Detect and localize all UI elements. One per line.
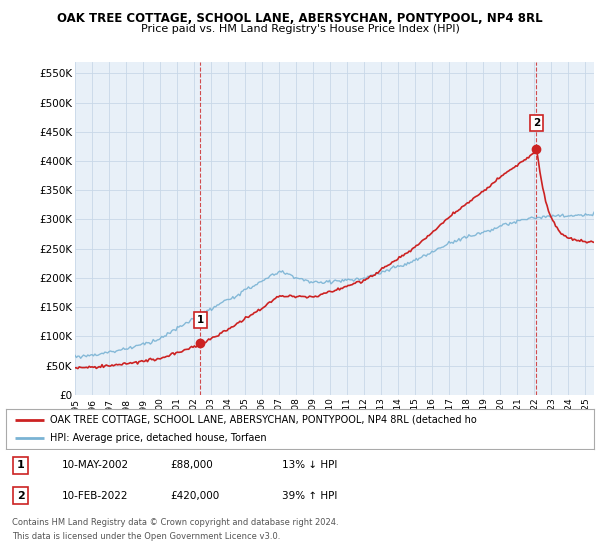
Text: Price paid vs. HM Land Registry's House Price Index (HPI): Price paid vs. HM Land Registry's House … xyxy=(140,24,460,34)
Text: 2: 2 xyxy=(533,118,540,128)
Text: 10-FEB-2022: 10-FEB-2022 xyxy=(62,491,128,501)
Text: OAK TREE COTTAGE, SCHOOL LANE, ABERSYCHAN, PONTYPOOL, NP4 8RL: OAK TREE COTTAGE, SCHOOL LANE, ABERSYCHA… xyxy=(57,12,543,25)
Text: 2: 2 xyxy=(17,491,25,501)
Text: 39% ↑ HPI: 39% ↑ HPI xyxy=(283,491,338,501)
Text: £420,000: £420,000 xyxy=(170,491,220,501)
Text: 13% ↓ HPI: 13% ↓ HPI xyxy=(283,460,338,470)
Text: 1: 1 xyxy=(197,315,204,325)
Text: OAK TREE COTTAGE, SCHOOL LANE, ABERSYCHAN, PONTYPOOL, NP4 8RL (detached ho: OAK TREE COTTAGE, SCHOOL LANE, ABERSYCHA… xyxy=(50,415,477,424)
Text: This data is licensed under the Open Government Licence v3.0.: This data is licensed under the Open Gov… xyxy=(12,532,280,541)
Text: HPI: Average price, detached house, Torfaen: HPI: Average price, detached house, Torf… xyxy=(50,433,267,443)
Text: Contains HM Land Registry data © Crown copyright and database right 2024.: Contains HM Land Registry data © Crown c… xyxy=(12,518,338,527)
Text: 1: 1 xyxy=(17,460,25,470)
Text: 10-MAY-2002: 10-MAY-2002 xyxy=(62,460,129,470)
Text: £88,000: £88,000 xyxy=(170,460,214,470)
